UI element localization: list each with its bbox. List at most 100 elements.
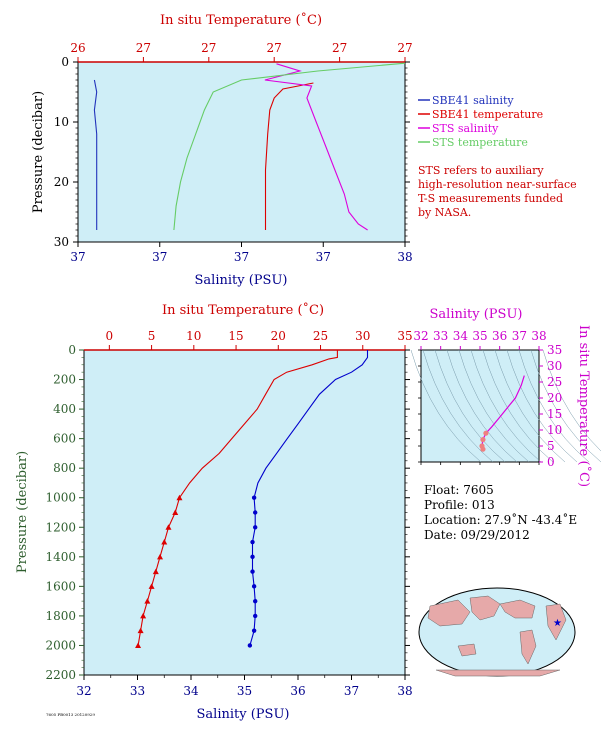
temperature-marker: [140, 612, 147, 619]
ts-deep-marker: [480, 437, 486, 443]
bottom-pressure-tick-label: 1600: [45, 579, 76, 593]
ts-density-contour: [434, 349, 506, 463]
top-temp-tick-label: 27: [201, 41, 216, 55]
ts-diagram-panel: Salinity (PSU) In situ Temperature (˚C) …: [410, 307, 601, 487]
footer-code: 7605 PB0013 20120929: [46, 712, 95, 717]
float-id: Float: 7605: [424, 483, 494, 497]
top-temp-tick-label: 27: [136, 41, 151, 55]
continent-south-america: [519, 629, 537, 665]
svg-text:STS temperature: STS temperature: [432, 136, 528, 149]
bottom-temp-tick-label: 15: [228, 329, 243, 343]
salinity-marker: [251, 495, 257, 500]
ts-temp-tick-label: 25: [547, 375, 562, 389]
ts-density-contour: [470, 349, 542, 463]
temperature-marker: [135, 642, 142, 648]
ts-deep-marker: [483, 430, 489, 436]
svg-text:STS refers to auxiliary: STS refers to auxiliary: [418, 164, 544, 177]
bottom-temp-tick-label: 25: [313, 329, 328, 343]
continent-australia: [457, 643, 477, 657]
salinity-marker: [251, 628, 257, 633]
bottom-pressure-tick-label: 600: [53, 432, 76, 446]
float-location-marker: ★: [553, 618, 562, 629]
bottom-pressure-tick-label: 1800: [45, 609, 76, 623]
bottom-temp-tick-label: 20: [271, 329, 286, 343]
salinity-marker: [250, 539, 255, 545]
ts-density-contours: [410, 349, 601, 463]
ts-salinity-axis-title: Salinity (PSU): [430, 307, 523, 322]
ts-salinity-tick-label: 38: [531, 329, 546, 343]
ts-salinity-tick-label: 37: [512, 329, 527, 343]
ts-density-contour: [518, 349, 590, 463]
svg-text:SBE41 salinity: SBE41 salinity: [432, 94, 514, 107]
temperature-marker: [157, 553, 164, 560]
ts-temp-tick-label: 35: [547, 343, 562, 357]
top-temp-tick-label: 26: [70, 41, 85, 55]
top-temp-tick-label: 27: [397, 41, 412, 55]
ts-density-contour: [494, 349, 566, 463]
top-pressure-tick-label: 10: [54, 115, 69, 129]
top-series-line-sts-temperature: [173, 62, 406, 231]
ts-temp-tick-label: 30: [547, 359, 562, 373]
map-continents: [427, 595, 567, 677]
ts-salinity-tick-label: 34: [453, 329, 469, 343]
bottom-pressure-tick-label: 400: [53, 402, 76, 416]
top-pressure-tick-label: 30: [54, 235, 69, 249]
continent-north-america: [499, 599, 536, 619]
salinity-marker: [253, 613, 258, 619]
near-surface-panel: In situ Temperature (˚C) Salinity (PSU) …: [31, 12, 413, 288]
temperature-marker: [148, 583, 155, 589]
bottom-pressure-tick-label: 2000: [45, 638, 76, 652]
bottom-panel-salinity-axis-title: Salinity (PSU): [197, 707, 290, 722]
float-info: Float: 7605 Profile: 013 Location: 27.9˚…: [424, 483, 577, 542]
svg-text:by NASA.: by NASA.: [418, 206, 471, 219]
bottom-temp-tick-label: 10: [186, 329, 201, 343]
ts-density-contour: [422, 349, 494, 463]
bottom-salinity-tick-label: 35: [237, 684, 252, 698]
salinity-marker: [251, 584, 257, 589]
svg-text:SBE41 temperature: SBE41 temperature: [432, 108, 543, 121]
ts-salinity-tick-label: 36: [492, 329, 507, 343]
profile-number: Profile: 013: [424, 498, 495, 512]
bottom-pressure-tick-label: 800: [53, 461, 76, 475]
ts-density-contour: [446, 349, 518, 463]
bottom-salinity-tick-label: 37: [344, 684, 359, 698]
top-panel-ticks: 26 27 27 27 27 27 37 37 37 37 38 0 10 20 30: [54, 41, 413, 264]
bottom-temp-tick-label: 5: [148, 329, 156, 343]
legend: SBE41 salinity SBE41 temperature STS sal…: [418, 94, 543, 149]
legend-item-sts-temperature: STS temperature: [418, 136, 528, 149]
full-profile-plot-area: [83, 349, 406, 676]
ts-temp-tick-label: 0: [547, 455, 555, 469]
salinity-marker: [253, 525, 258, 530]
top-panel-salinity-axis-title: Salinity (PSU): [195, 273, 288, 288]
bottom-pressure-tick-label: 2200: [45, 668, 76, 682]
top-salinity-tick-label: 38: [397, 250, 412, 264]
top-salinity-tick-label: 37: [152, 250, 167, 264]
salinity-marker: [250, 569, 255, 574]
top-panel-temp-axis-title: In situ Temperature (˚C): [160, 12, 322, 28]
top-pressure-tick-label: 0: [61, 55, 69, 69]
ts-salinity-tick-label: 35: [472, 329, 487, 343]
full-profile-panel: In situ Temperature (˚C) Salinity (PSU) …: [15, 302, 413, 722]
bottom-panel-ticks: 0 5 10 15 20 25 30 35 32 33 34 35 36 37 38 0 200 400 600 80…: [45, 329, 412, 698]
bottom-salinity-tick-label: 38: [397, 684, 412, 698]
ts-deep-marker: [480, 446, 486, 452]
salinity-marker: [250, 554, 255, 560]
temperature-marker: [144, 598, 151, 604]
bottom-pressure-tick-label: 0: [68, 343, 76, 357]
temperature-marker: [176, 494, 183, 501]
salinity-marker: [253, 598, 258, 604]
top-temp-tick-label: 27: [332, 41, 347, 55]
ts-density-contour: [530, 349, 601, 463]
legend-item-sts-salinity: STS salinity: [418, 122, 499, 135]
bottom-temp-tick-label: 0: [106, 329, 114, 343]
bottom-panel-temp-axis-title: In situ Temperature (˚C): [162, 302, 324, 318]
continent-africa-europe: [545, 603, 567, 641]
ts-salinity-tick-label: 33: [433, 329, 448, 343]
bottom-salinity-tick-label: 34: [183, 684, 199, 698]
continent-asia-north: [469, 595, 501, 621]
svg-text:high-resolution near-surface: high-resolution near-surface: [418, 178, 577, 191]
top-panel-series: [93, 62, 406, 231]
bottom-salinity-tick-label: 33: [130, 684, 145, 698]
